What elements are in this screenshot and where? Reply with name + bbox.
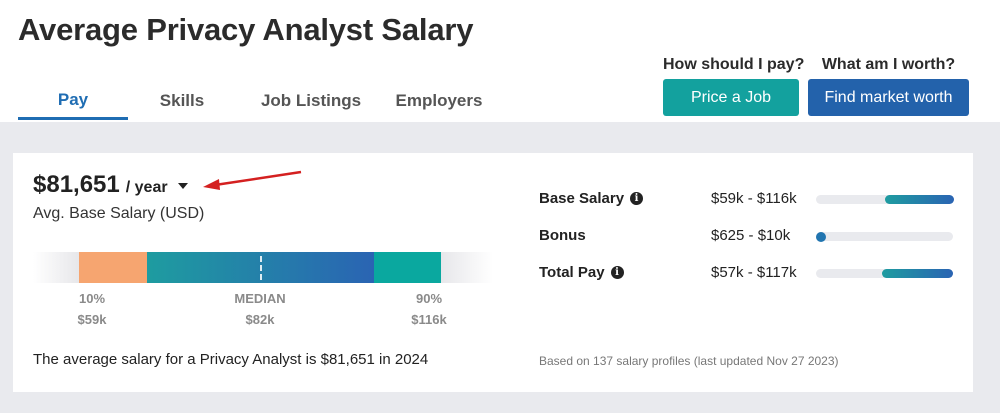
breakdown-label-text: Bonus [539,227,586,244]
breakdown-label-text: Total Pay [539,264,605,281]
median-label: MEDIAN [234,291,286,306]
median-marker [260,256,262,280]
range-fade-left [33,252,79,283]
caret-down-icon[interactable] [177,183,188,189]
range-segment-high [374,252,442,283]
percentile-90-value: $116k [411,312,447,327]
tab-pay[interactable]: Pay [18,82,128,120]
breakdown-track-total-pay [816,269,953,278]
breakdown-dot-bonus [816,231,826,242]
salary-summary-text: The average salary for a Privacy Analyst… [33,351,429,368]
breakdown-fill-base-salary [885,195,954,204]
salary-range-bar [33,252,493,283]
tab-skills[interactable]: Skills [159,91,205,110]
page-header: Average Privacy Analyst Salary Pay Skill… [0,0,1000,122]
percentile-90-label: 90% [415,291,443,306]
median-value: $82k [245,312,275,327]
breakdown-label-total-pay: Total Pay i [539,264,624,281]
salary-headline: $81,651 / year [33,171,188,199]
salary-footnote: Based on 137 salary profiles (last updat… [539,354,839,368]
find-market-worth-button[interactable]: Find market worth [808,79,969,116]
info-icon[interactable]: i [630,192,644,205]
percentile-10-label: 10% [78,291,106,306]
breakdown-track-bonus [816,231,953,242]
average-salary-amount: $81,651 [33,171,120,198]
avg-base-salary-label: Avg. Base Salary (USD) [33,205,205,222]
range-segment-low [79,252,147,283]
breakdown-track-base-salary [816,195,954,204]
how-should-i-pay-label: How should I pay? [663,56,805,73]
salary-card: $81,651 / year Avg. Base Salary (USD) 10… [13,153,973,392]
tab-employers[interactable]: Employers [395,91,483,110]
red-arrow-annotation [203,170,302,190]
price-a-job-button[interactable]: Price a Job [663,79,799,116]
market-worth-block: What am I worth? Find market worth [808,56,969,116]
tab-job-listings[interactable]: Job Listings [260,91,362,110]
info-icon[interactable]: i [610,266,624,279]
breakdown-range-base-salary: $59k - $116k [711,190,797,207]
range-fade-right [441,252,493,283]
breakdown-label-bonus: Bonus [539,227,586,244]
salary-period-selector[interactable]: / year [125,179,168,196]
breakdown-range-bonus: $625 - $10k [711,227,791,244]
breakdown-fill-total-pay [882,269,953,278]
price-a-job-block: How should I pay? Price a Job [663,56,805,116]
tab-bar: Pay Skills Job Listings Employers [18,82,492,122]
breakdown-label-base-salary: Base Salary i [539,190,644,207]
breakdown-label-text: Base Salary [539,190,625,207]
breakdown-range-total-pay: $57k - $117k [711,264,797,281]
percentile-10-value: $59k [77,312,107,327]
page-title: Average Privacy Analyst Salary [18,12,474,47]
what-am-i-worth-label: What am I worth? [821,56,956,73]
